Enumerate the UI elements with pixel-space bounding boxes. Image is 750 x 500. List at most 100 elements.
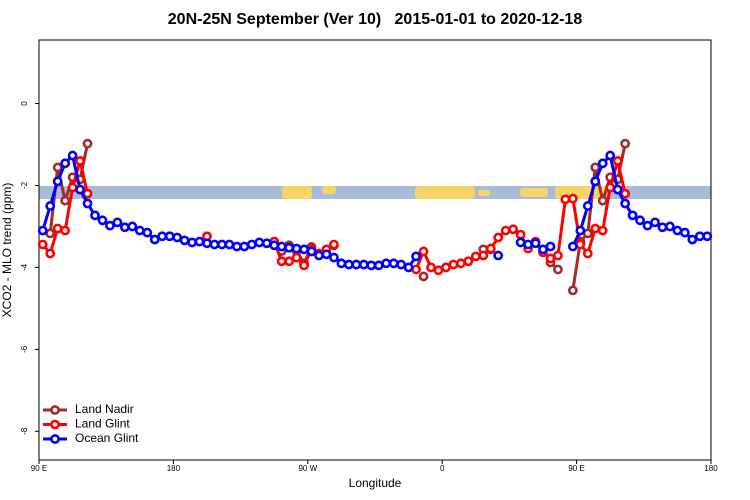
series <box>45 138 631 296</box>
point <box>612 155 623 166</box>
point <box>112 217 123 228</box>
point <box>194 236 205 247</box>
point <box>597 195 608 206</box>
point <box>582 248 593 259</box>
point <box>560 194 571 205</box>
point <box>575 239 586 250</box>
point <box>97 215 108 226</box>
point <box>582 201 593 211</box>
point <box>411 264 421 275</box>
x-tick-label: 90 W <box>298 464 317 473</box>
point <box>82 138 93 149</box>
point <box>582 228 593 239</box>
point <box>702 231 713 242</box>
point <box>37 239 48 250</box>
point <box>441 262 451 273</box>
point <box>60 195 71 206</box>
point <box>545 253 556 264</box>
point <box>620 198 631 209</box>
point <box>105 220 115 231</box>
chart-title: 20N-25N September (Ver 10) 2015-01-01 to… <box>168 11 583 28</box>
point <box>187 237 197 248</box>
point <box>291 243 302 254</box>
point <box>642 220 653 231</box>
point <box>485 243 496 254</box>
point <box>314 250 324 261</box>
point <box>90 210 100 221</box>
point <box>134 225 145 236</box>
point <box>269 240 280 251</box>
point <box>179 235 190 246</box>
point <box>553 264 563 275</box>
point <box>284 242 295 253</box>
point <box>358 259 369 270</box>
point <box>299 260 309 271</box>
point <box>567 285 578 296</box>
point <box>261 238 272 249</box>
point <box>403 262 414 273</box>
point <box>650 217 660 228</box>
point <box>75 184 85 195</box>
point <box>299 244 309 255</box>
land-patch <box>478 190 490 196</box>
point <box>590 176 601 187</box>
point <box>329 239 339 250</box>
point <box>127 221 138 232</box>
point <box>396 259 407 270</box>
x-axis-label: Longitude <box>349 476 402 490</box>
x-tick-label: 90 E <box>568 464 584 473</box>
land-patch <box>520 188 548 197</box>
point <box>418 246 429 257</box>
series <box>37 155 631 276</box>
point <box>52 176 63 187</box>
x-tick-label: 180 <box>704 464 718 473</box>
point <box>75 155 85 166</box>
legend-marker <box>50 419 60 430</box>
point <box>657 222 668 233</box>
plot-frame <box>38 39 712 461</box>
point <box>172 232 183 243</box>
point <box>202 238 212 249</box>
point <box>493 232 504 243</box>
point <box>291 252 302 263</box>
point <box>60 225 71 236</box>
point <box>635 215 645 226</box>
point <box>590 223 601 234</box>
point <box>605 182 616 193</box>
point <box>217 239 227 250</box>
point <box>157 231 168 242</box>
point <box>329 252 339 263</box>
point <box>470 251 481 262</box>
point <box>373 260 384 271</box>
point <box>321 249 332 260</box>
point <box>687 234 698 245</box>
point <box>538 244 548 255</box>
point <box>567 241 578 252</box>
y-tick-label: -6 <box>20 345 29 353</box>
point <box>627 210 638 221</box>
point <box>493 250 504 261</box>
point <box>418 271 429 282</box>
y-tick-label: -2 <box>20 181 29 189</box>
point <box>463 256 474 267</box>
legend-label: Land Glint <box>75 417 130 431</box>
point <box>45 201 56 211</box>
legend-label: Land Nadir <box>75 402 134 416</box>
point <box>694 231 705 242</box>
point <box>515 237 526 248</box>
point <box>239 241 250 252</box>
legend-marker <box>50 434 60 444</box>
point <box>52 223 63 234</box>
point <box>605 150 616 161</box>
point <box>336 258 347 269</box>
point <box>672 225 683 236</box>
point <box>381 258 392 269</box>
series-line <box>41 152 708 270</box>
x-tick-label: 180 <box>167 464 181 473</box>
point <box>164 231 175 242</box>
point <box>500 225 511 236</box>
point <box>455 258 466 269</box>
point <box>142 227 153 238</box>
x-tick-label: 0 <box>440 464 445 473</box>
